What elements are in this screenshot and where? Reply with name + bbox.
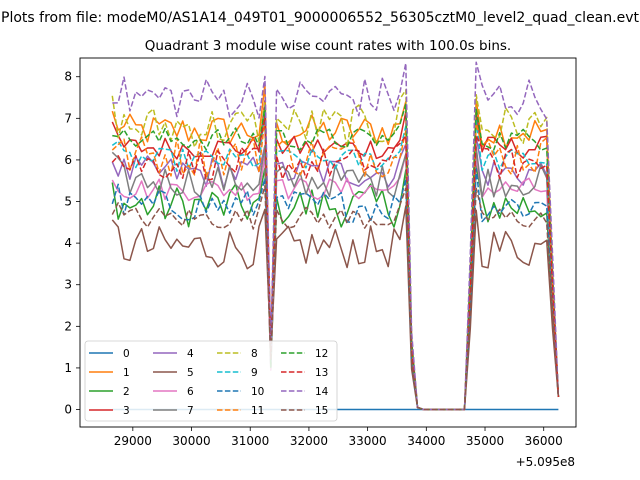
legend-label-3: 3	[123, 405, 130, 417]
legend-label-10: 10	[251, 386, 264, 398]
series-line-7	[111, 145, 560, 411]
legend-box	[84, 340, 338, 422]
y-tick-label: 0	[64, 403, 72, 417]
series-line-2	[111, 164, 560, 411]
legend-label-14: 14	[315, 386, 329, 398]
y-tick-label: 3	[64, 278, 72, 292]
series-layer	[111, 61, 560, 411]
y-tick-label: 8	[64, 70, 72, 84]
legend-label-7: 7	[187, 405, 194, 417]
series-line-5	[111, 205, 560, 411]
x-tick-label: 36000	[525, 434, 563, 448]
y-tick-label: 2	[64, 319, 72, 333]
series-line-11	[111, 116, 560, 411]
series-line-15	[111, 185, 560, 411]
series-line-4	[111, 136, 560, 411]
legend-label-0: 0	[123, 348, 130, 360]
legend-label-9: 9	[251, 367, 258, 379]
series-line-13	[111, 116, 560, 411]
y-tick-label: 1	[64, 361, 72, 375]
x-tick-label: 29000	[114, 434, 152, 448]
series-line-10	[111, 168, 560, 411]
legend-label-15: 15	[315, 405, 328, 417]
legend-label-1: 1	[123, 367, 130, 379]
x-tick-label: 31000	[231, 434, 269, 448]
legend-label-11: 11	[251, 405, 264, 417]
y-tick-label: 6	[64, 153, 72, 167]
legend-label-13: 13	[315, 367, 328, 379]
figure-suptitle: Plots from file: modeM0/AS1A14_049T01_90…	[1, 10, 639, 26]
series-line-12	[112, 103, 560, 411]
x-tick-label: 35000	[466, 434, 504, 448]
x-tick-label: 32000	[290, 434, 328, 448]
legend-label-5: 5	[187, 367, 194, 379]
x-offset-label: +5.095e8	[516, 455, 575, 469]
legend-label-6: 6	[187, 386, 194, 398]
legend-label-8: 8	[251, 348, 258, 360]
y-tick-label: 7	[64, 111, 72, 125]
legend-label-4: 4	[187, 348, 194, 360]
x-tick-label: 30000	[172, 434, 210, 448]
plot-area: 29000 30000 31000 32000 33000 34000 35000 36000…	[64, 57, 577, 469]
y-tick-label: 5	[64, 195, 72, 209]
x-axis: 29000 30000 31000 32000 33000 34000 35000 36000	[114, 427, 563, 448]
series-line-6	[111, 153, 560, 411]
y-axis: 0 1 2 3 4 5 6 7 8	[64, 70, 80, 417]
series-line-14	[112, 61, 560, 411]
axes-frame	[79, 57, 577, 428]
y-tick-label: 4	[64, 236, 72, 250]
x-tick-label: 33000	[349, 434, 387, 448]
chart-title: Quadrant 3 module wise count rates with …	[145, 38, 511, 54]
legend-label-12: 12	[315, 348, 328, 360]
series-line-8	[111, 89, 560, 411]
x-tick-label: 34000	[407, 434, 445, 448]
legend-label-2: 2	[123, 386, 130, 398]
